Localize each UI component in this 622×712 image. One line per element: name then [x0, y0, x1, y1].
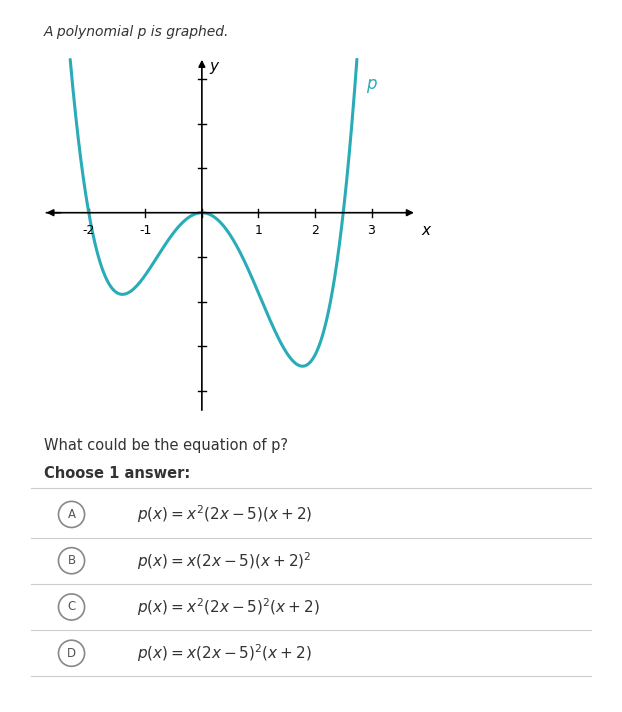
Text: 3: 3	[368, 224, 376, 237]
Text: x: x	[421, 223, 430, 238]
Text: $p(x) = x(2x-5)^{2}(x+2)$: $p(x) = x(2x-5)^{2}(x+2)$	[137, 642, 312, 664]
Text: -2: -2	[83, 224, 95, 237]
Text: D: D	[67, 646, 76, 660]
Text: 2: 2	[311, 224, 319, 237]
Text: A polynomial p is graphed.: A polynomial p is graphed.	[44, 25, 229, 39]
Text: y: y	[209, 59, 218, 74]
Text: What could be the equation of p?: What could be the equation of p?	[44, 438, 287, 453]
Text: $p(x) = x^{2}(2x-5)^{2}(x+2)$: $p(x) = x^{2}(2x-5)^{2}(x+2)$	[137, 596, 320, 618]
Text: A: A	[68, 508, 75, 521]
Text: $p(x) = x^{2}(2x-5)(x+2)$: $p(x) = x^{2}(2x-5)(x+2)$	[137, 503, 312, 525]
Text: $p(x) = x(2x-5)(x+2)^{2}$: $p(x) = x(2x-5)(x+2)^{2}$	[137, 550, 312, 572]
Text: B: B	[67, 554, 76, 567]
Text: 1: 1	[254, 224, 262, 237]
Text: Choose 1 answer:: Choose 1 answer:	[44, 466, 190, 481]
Text: C: C	[67, 600, 76, 614]
Text: p: p	[366, 75, 376, 93]
Text: -1: -1	[139, 224, 152, 237]
